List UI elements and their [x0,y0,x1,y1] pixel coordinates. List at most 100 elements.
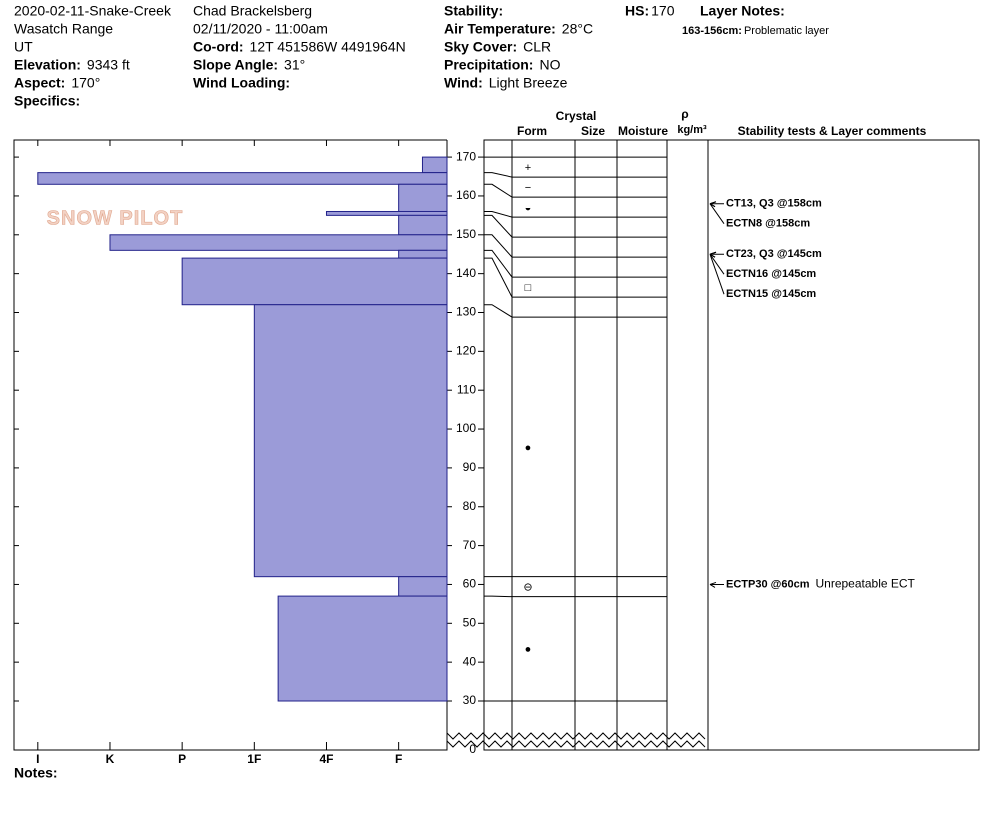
hardness-bar [253,304,448,578]
field-value: 170° [71,75,100,91]
hardness-bar [277,595,448,702]
depth-tick-label: 100 [456,421,476,435]
layer-boundary [484,257,667,298]
logo: SNOW PILOT [47,207,184,229]
middle-frame [483,139,709,751]
column-header: Form [517,124,547,138]
field-label: Stability: [444,3,503,19]
hardness-bar [398,214,448,236]
field-value: CLR [523,39,551,55]
depth-tick-label: 130 [456,305,476,319]
layer-boundary [484,183,667,198]
column-header: Crystal [556,109,597,123]
field-label: Wind Loading: [193,75,290,91]
range-name: Wasatch Range [14,21,113,37]
grain-form: □ [525,282,532,294]
layer-boundary [484,172,667,178]
test-arrow [709,201,725,225]
test-result: ECTN15 @145cm [726,288,816,300]
depth-tick-label: 110 [457,382,476,396]
layer-boundary [484,234,667,258]
state-name: UT [14,39,33,55]
field-label: HS: [625,3,649,19]
axis-break [446,740,706,748]
layer-boundary [484,304,667,318]
field-label: Slope Angle: [193,57,278,73]
field-label: Layer Notes: [700,3,785,19]
note-text: Problematic layer [744,25,829,37]
test-result: ECTP30 @60cm [726,578,810,590]
hardness-bar [398,576,448,597]
field-label: Specifics: [14,93,80,109]
hardness-tick-label: 1F [247,752,261,766]
axis-break [446,732,706,740]
hardness-bar [181,257,448,306]
test-comment: Unrepeatable ECT [816,577,916,591]
observer: Chad Brackelsberg [193,3,312,19]
depth-tick-label: 150 [456,227,476,241]
depth-tick-label: 80 [463,499,477,513]
hardness-tick-label: P [178,752,186,766]
test-result: ECTN16 @145cm [726,268,816,280]
depth-tick-label: 50 [463,615,477,629]
site-name: 2020-02-11-Snake-Creek [14,3,172,19]
hardness-bar [37,172,448,185]
field-value: 9343 ft [87,57,130,73]
grain-form: ● [525,442,532,454]
layer-boundary [484,595,667,598]
test-arrow [709,581,724,588]
hardness-bar [109,234,448,251]
hardness-tick-label: F [395,752,402,766]
hardness-tick-label: 4F [319,752,333,766]
layer-boundary [484,214,667,238]
datetime: 02/11/2020 - 11:00am [193,21,328,37]
hardness-bar [325,210,448,216]
column-header: Moisture [618,124,668,138]
depth-tick-label: 0 [469,742,476,756]
grain-form: ● [525,644,532,656]
field-value: NO [539,57,560,73]
layer-boundary [484,210,667,218]
field-value: 12T 451586W 4491964N [250,39,406,55]
hardness-tick-label: I [36,752,39,766]
depth-tick-label: 140 [456,266,476,280]
depth-tick-label: 60 [463,577,477,591]
note-range: 163-156cm: [682,25,742,37]
test-result: CT13, Q3 @158cm [726,198,822,210]
depth-tick-label: 170 [456,149,476,163]
field-label: Air Temperature: [444,21,556,37]
field-label: Co-ord: [193,39,244,55]
field-value: 31° [284,57,305,73]
column-header: Stability tests & Layer comments [738,124,927,138]
grain-form: + [525,162,531,174]
column-header: ρ [681,107,688,121]
field-value: 170 [651,3,675,19]
depth-tick-label: 30 [463,693,477,707]
depth-tick-label: 120 [456,344,476,358]
depth-tick-label: 70 [463,538,477,552]
field-value: 28°C [562,21,593,37]
test-result: CT23, Q3 @145cm [726,248,822,260]
comments-frame [708,139,980,751]
field-label: Precipitation: [444,57,533,73]
field-label: Sky Cover: [444,39,517,55]
grain-form: ⊖ [523,582,532,594]
hardness-bar [421,156,448,174]
column-header: Size [581,124,605,138]
depth-tick-label: 160 [456,188,476,202]
field-label: Wind: [444,75,483,91]
depth-tick-label: 40 [463,654,477,668]
field-label: Elevation: [14,57,81,73]
notes-label: Notes: [14,765,58,781]
hardness-bar [398,249,448,259]
grain-form: ◒ [525,202,532,214]
grain-form: − [525,182,531,194]
layer-boundary [484,249,667,278]
test-arrow [709,251,725,295]
column-header: kg/m³ [677,124,707,136]
test-result: ECTN8 @158cm [726,218,810,230]
depth-tick-label: 90 [463,460,477,474]
hardness-bar [398,183,448,212]
